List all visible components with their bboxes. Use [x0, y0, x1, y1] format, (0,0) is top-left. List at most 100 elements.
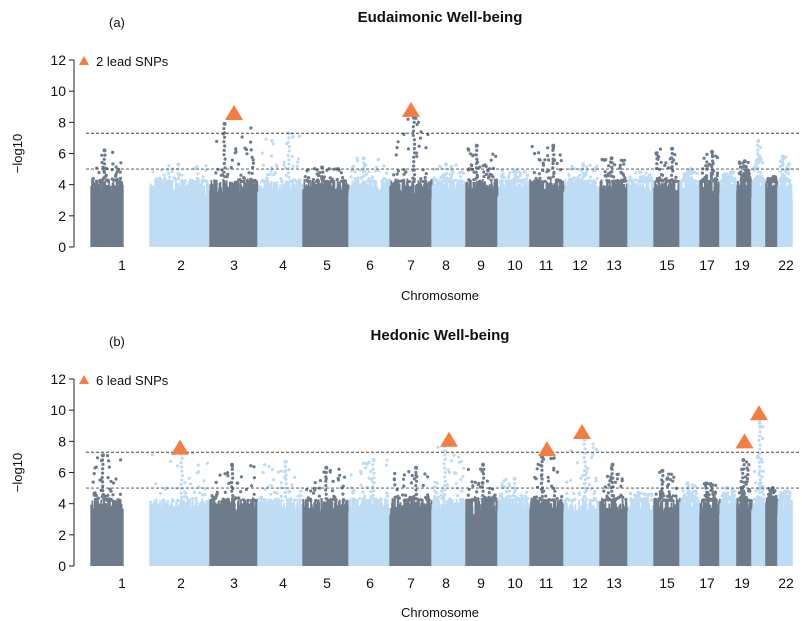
snp-point [284, 469, 288, 473]
snp-point [314, 498, 318, 503]
snp-point [534, 176, 538, 181]
x-tick-label: 3 [230, 575, 238, 591]
snp-point [447, 498, 451, 502]
snp-point [756, 148, 760, 152]
snp-point [513, 486, 517, 490]
legend-marker-icon [79, 56, 89, 65]
snp-point [759, 159, 763, 163]
snp-point [284, 473, 288, 477]
snp-point [351, 489, 355, 493]
chromosome-13-points [599, 462, 629, 566]
snp-point [317, 486, 322, 490]
snp-point [401, 493, 405, 497]
snp-point [480, 480, 485, 485]
snp-point [489, 178, 493, 182]
chromosome-7-body [389, 497, 433, 566]
snp-point [154, 498, 158, 502]
x-tick-label: 17 [699, 575, 715, 591]
snp-point [412, 160, 416, 164]
snp-point [396, 494, 400, 498]
snp-points [90, 420, 793, 566]
snp-point [569, 478, 573, 482]
snp-point [760, 175, 764, 179]
snp-point [356, 159, 360, 163]
snp-point [384, 463, 388, 467]
snp-point [758, 425, 762, 429]
snp-point [744, 475, 748, 479]
chromosome-1-points [90, 453, 124, 566]
snp-point [655, 162, 659, 166]
snp-point [622, 158, 627, 162]
snp-point [355, 156, 359, 160]
snp-point [686, 173, 690, 177]
snp-point [570, 164, 574, 169]
snp-point [292, 475, 297, 479]
snp-point [536, 462, 540, 466]
snp-point [629, 491, 633, 495]
chromosome-3-points [209, 462, 259, 566]
snp-point [723, 491, 727, 495]
snp-point [624, 179, 628, 183]
snp-point [253, 498, 257, 502]
snp-point [273, 171, 278, 175]
snp-point [593, 489, 597, 494]
panel-label: (a) [109, 15, 125, 30]
snp-point [642, 179, 646, 183]
snp-point [658, 490, 662, 494]
snp-point [106, 497, 110, 501]
chromosome-14-points [627, 490, 655, 566]
snp-point [670, 160, 674, 164]
snp-point [244, 487, 248, 491]
snp-point [786, 163, 790, 167]
chromosome-8-points [431, 444, 467, 566]
snp-point [535, 467, 539, 471]
snp-point [582, 442, 586, 446]
snp-point [396, 140, 400, 144]
snp-point [475, 157, 479, 161]
snp-point [222, 127, 226, 131]
snp-point [324, 475, 328, 479]
snp-point [361, 461, 365, 466]
snp-point [445, 171, 449, 175]
snp-point [669, 472, 674, 476]
snp-point [223, 472, 227, 476]
snp-point [611, 476, 615, 480]
snp-point [157, 176, 162, 180]
snp-point [726, 491, 730, 495]
snp-point [511, 179, 515, 183]
chromosome-12-body [563, 178, 601, 247]
snp-point [575, 461, 579, 465]
snp-point [222, 498, 226, 502]
snp-point [283, 486, 288, 490]
snp-point [691, 489, 695, 493]
snp-point [269, 483, 273, 487]
snp-point [690, 496, 694, 500]
snp-point [223, 135, 227, 139]
snp-point [649, 498, 653, 502]
snp-point [757, 451, 762, 456]
snp-point [385, 494, 389, 498]
snp-point [419, 130, 423, 134]
snp-point [268, 172, 272, 176]
snp-point [439, 176, 443, 180]
snp-point [251, 158, 255, 162]
snp-point [264, 137, 268, 141]
chromosome-5-body [302, 497, 350, 566]
snp-point [415, 122, 419, 127]
snp-point [514, 178, 518, 182]
snp-point [472, 178, 476, 182]
snp-point [572, 498, 576, 503]
snp-point [532, 495, 537, 499]
snp-point [715, 156, 720, 160]
x-tick-label: 8 [442, 575, 450, 591]
snp-point [507, 484, 511, 488]
snp-point [611, 485, 615, 489]
snp-point [546, 154, 550, 158]
snp-point [107, 459, 111, 463]
snp-point [711, 491, 715, 495]
snp-point [114, 165, 118, 169]
snp-point [170, 169, 174, 174]
snp-point [362, 161, 366, 165]
snp-point [780, 164, 785, 168]
